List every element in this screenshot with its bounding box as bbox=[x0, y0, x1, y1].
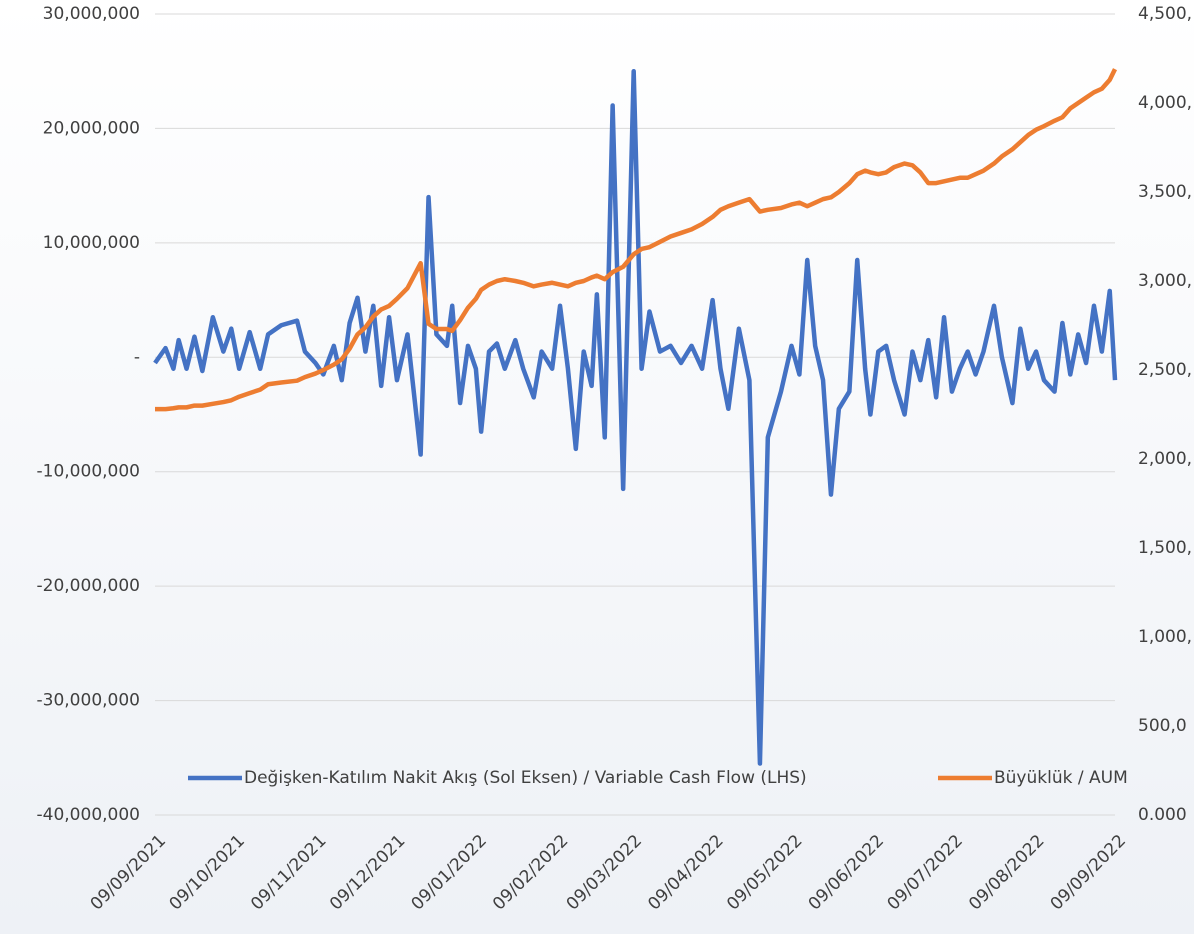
y2-tick-label: 2,000, bbox=[1138, 449, 1192, 469]
y2-tick-label: 3,500, bbox=[1138, 182, 1192, 202]
legend: Değişken-Katılım Nakit Akış (Sol Eksen) … bbox=[188, 768, 1128, 788]
legend-label: Büyüklük / AUM bbox=[994, 768, 1128, 788]
y-tick-label: -20,000,000 bbox=[37, 576, 140, 596]
plot-area bbox=[153, 68, 1118, 766]
y2-tick-label: 4,000, bbox=[1138, 93, 1192, 113]
series-line bbox=[153, 68, 1118, 766]
y-tick-label: -40,000,000 bbox=[37, 805, 140, 825]
y-tick-label: 30,000,000 bbox=[43, 4, 140, 24]
y2-tick-label: 0.000 bbox=[1138, 805, 1187, 825]
grid bbox=[155, 13, 1115, 816]
series-line bbox=[155, 68, 1118, 412]
y-tick-label: -30,000,000 bbox=[37, 691, 140, 711]
y2-tick-label: 500,0 bbox=[1138, 716, 1187, 736]
y2-tick-label: 2,500, bbox=[1138, 360, 1192, 380]
y2-tick-label: 3,000, bbox=[1138, 271, 1192, 291]
y2-tick-label: 4,500, bbox=[1138, 4, 1192, 24]
legend-label: Değişken-Katılım Nakit Akış (Sol Eksen) … bbox=[244, 768, 807, 788]
y-tick-label: 10,000,000 bbox=[43, 233, 140, 253]
y2-tick-label: 1,000, bbox=[1138, 627, 1192, 647]
y-tick-label: - bbox=[134, 347, 140, 367]
y-tick-label: -10,000,000 bbox=[37, 462, 140, 482]
y-tick-label: 20,000,000 bbox=[43, 118, 140, 138]
y2-tick-label: 1,500, bbox=[1138, 538, 1192, 558]
